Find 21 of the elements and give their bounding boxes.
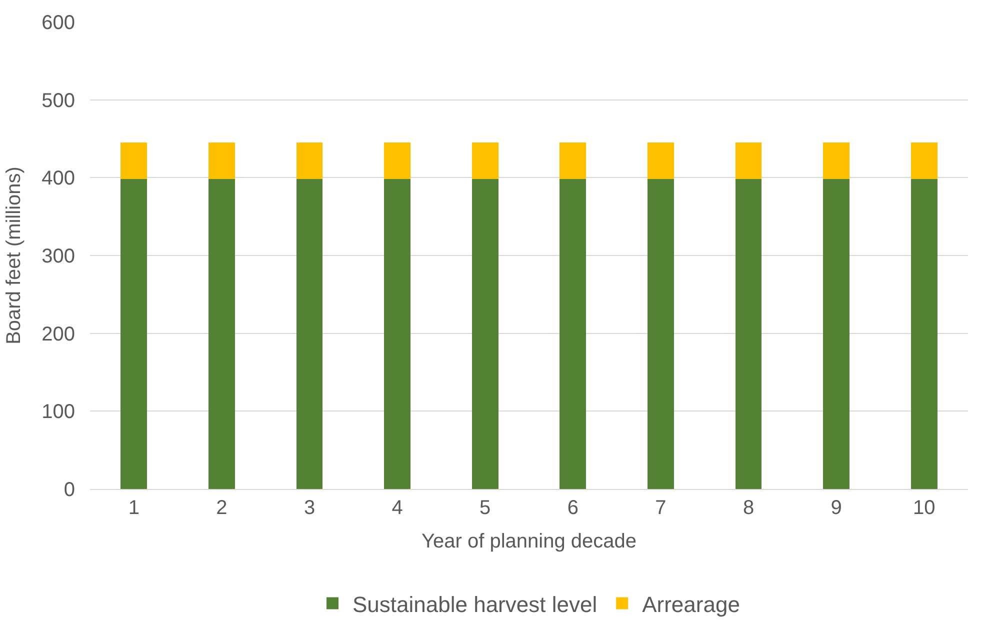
x-tick-label: 10 [912, 497, 936, 519]
x-tick-label: 2 [216, 497, 228, 519]
y-tick-label: 100 [42, 401, 75, 424]
y-axis-title: Board feet (millions) [3, 166, 26, 344]
x-axis-title: Year of planning decade [422, 530, 636, 552]
y-tick-label: 500 [42, 90, 75, 112]
legend-label: Sustainable harvest level [352, 592, 598, 617]
y-tick-label: 200 [42, 323, 75, 346]
y-tick-label: 600 [42, 12, 75, 34]
x-tick-label: 6 [567, 497, 578, 519]
y-tick-label: 400 [42, 168, 75, 190]
x-tick-label: 9 [830, 497, 842, 519]
x-tick-label: 8 [742, 497, 754, 519]
y-tick-label: 300 [42, 246, 75, 268]
legend-label: Arrearage [642, 592, 740, 617]
x-tick-label: 3 [304, 497, 316, 519]
x-tick-label: 7 [655, 497, 666, 519]
y-tick-label: 0 [64, 479, 75, 501]
x-tick-label: 5 [480, 497, 491, 519]
x-tick-label: 1 [128, 497, 140, 519]
x-tick-label: 4 [392, 497, 403, 519]
